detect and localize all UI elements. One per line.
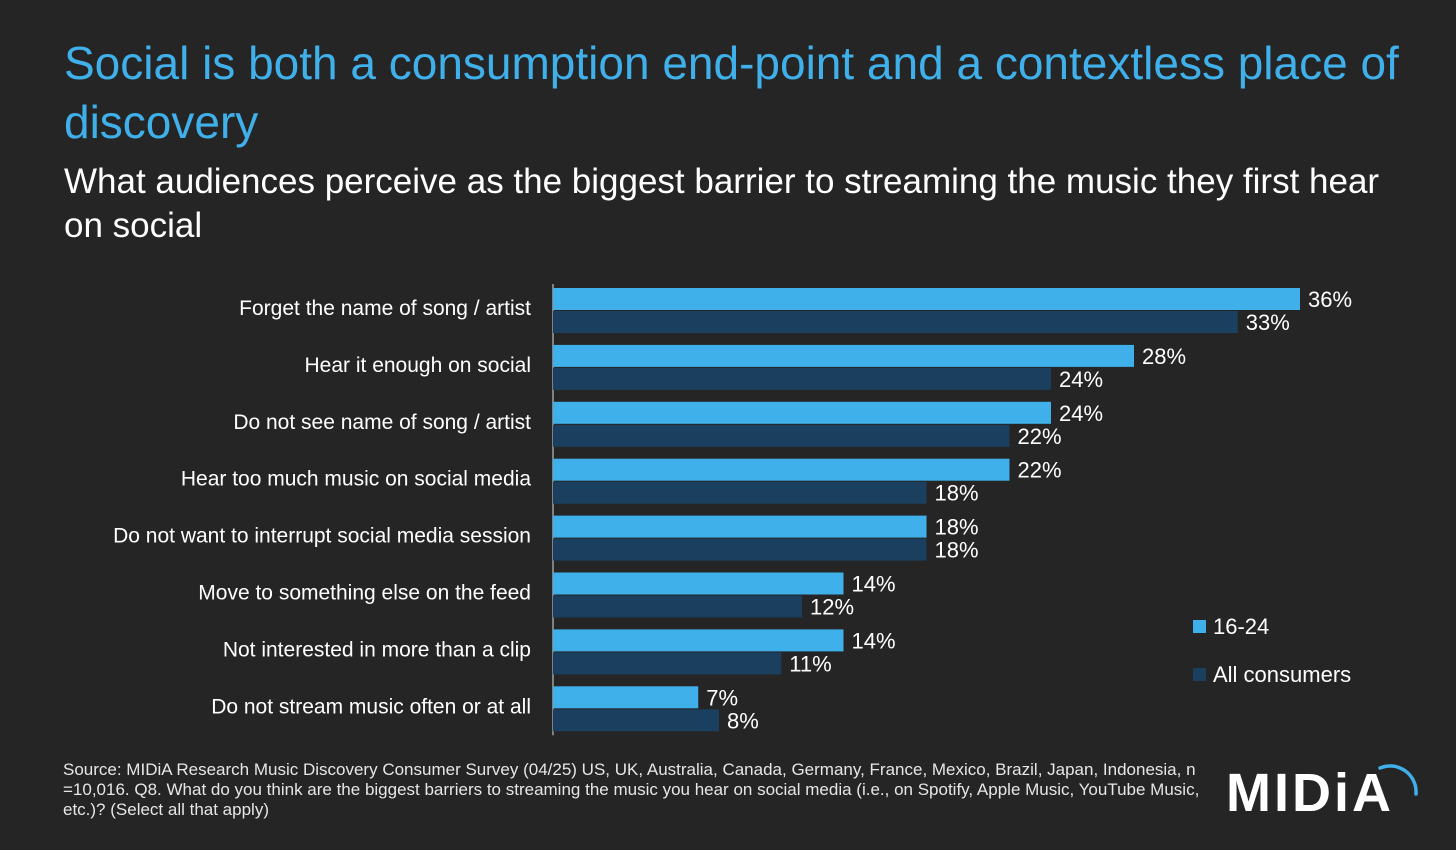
data-label: 24% bbox=[1059, 367, 1103, 392]
category-label: Hear too much music on social media bbox=[181, 468, 531, 491]
chart-title: Social is both a consumption end-point a… bbox=[64, 37, 1399, 148]
data-label: 18% bbox=[935, 481, 979, 506]
category-label: Move to something else on the feed bbox=[198, 582, 531, 605]
category-label: Do not see name of song / artist bbox=[233, 411, 531, 434]
data-label: 36% bbox=[1308, 287, 1352, 312]
bar-age-16-24 bbox=[553, 401, 1051, 424]
data-label: 33% bbox=[1246, 310, 1290, 335]
data-label: 11% bbox=[789, 651, 831, 676]
bar-all-consumers bbox=[553, 367, 1051, 390]
bar-all-consumers bbox=[553, 424, 1010, 447]
bar-age-16-24 bbox=[553, 288, 1300, 310]
source-note: Source: MIDiA Research Music Discovery C… bbox=[63, 760, 1200, 819]
bar-all-consumers bbox=[553, 595, 802, 618]
bar-all-consumers bbox=[553, 538, 927, 561]
data-label: 22% bbox=[1018, 458, 1062, 483]
data-label: 28% bbox=[1142, 344, 1186, 369]
logo-text: MIDiA bbox=[1226, 763, 1394, 823]
category-label: Hear it enough on social bbox=[305, 354, 531, 377]
bar-all-consumers bbox=[553, 709, 719, 732]
bar-all-consumers bbox=[553, 652, 782, 675]
category-label: Do not want to interrupt social media se… bbox=[113, 525, 531, 548]
bar-all-consumers bbox=[553, 481, 927, 504]
bar-age-16-24 bbox=[553, 344, 1134, 367]
legend-label: All consumers bbox=[1213, 662, 1351, 687]
data-label: 12% bbox=[810, 595, 854, 620]
data-label: 14% bbox=[852, 572, 896, 597]
legend-swatch bbox=[1193, 668, 1206, 681]
bar-age-16-24 bbox=[553, 515, 927, 538]
category-label: Do not stream music often or at all bbox=[211, 695, 531, 718]
data-label: 18% bbox=[935, 538, 979, 563]
category-label: Not interested in more than a clip bbox=[223, 638, 531, 661]
category-label: Forget the name of song / artist bbox=[239, 297, 531, 320]
midia-logo: MIDiA bbox=[1226, 763, 1418, 823]
bar-age-16-24 bbox=[553, 572, 844, 595]
bar-age-16-24 bbox=[553, 458, 1010, 481]
data-label: 24% bbox=[1059, 401, 1103, 426]
data-label: 8% bbox=[727, 708, 759, 733]
data-label: 22% bbox=[1018, 424, 1062, 449]
bar-age-16-24 bbox=[553, 686, 699, 709]
data-label: 14% bbox=[852, 628, 896, 653]
data-label: 18% bbox=[935, 515, 979, 540]
legend-label: 16-24 bbox=[1213, 614, 1269, 639]
bar-all-consumers bbox=[553, 311, 1238, 333]
bar-age-16-24 bbox=[553, 629, 844, 652]
legend-swatch bbox=[1193, 620, 1206, 633]
chart-subtitle: What audiences perceive as the biggest b… bbox=[64, 162, 1380, 245]
data-label: 7% bbox=[706, 685, 738, 710]
